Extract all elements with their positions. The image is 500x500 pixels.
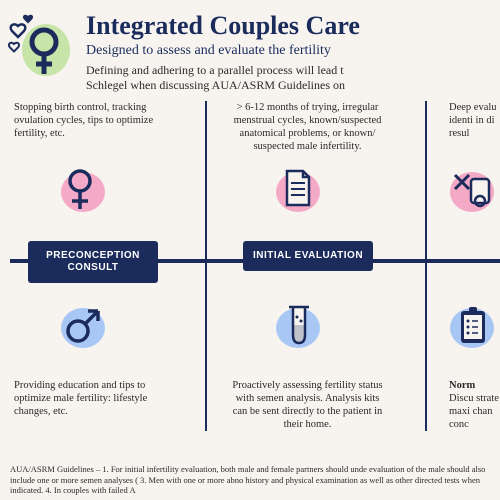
stage-top-desc: Stopping birth control, tracking ovulati…: [10, 101, 175, 149]
female-symbol-icon: [58, 165, 108, 215]
stage-top-desc: > 6-12 months of trying, irregular menst…: [225, 101, 390, 149]
test-tube-icon: [273, 301, 323, 351]
page-title: Integrated Couples Care: [86, 12, 360, 41]
page-subtitle: Designed to assess and evaluate the fert…: [86, 43, 360, 59]
clipboard-icon: [447, 301, 497, 351]
stage-label: INITIAL EVALUATION: [243, 241, 373, 271]
document-icon: [273, 165, 323, 215]
stage-top-desc: Deep evalu identi in di resul: [445, 101, 500, 149]
male-symbol-icon: [58, 301, 108, 351]
footer-guidelines: AUA/ASRM Guidelines – 1. For initial inf…: [10, 464, 500, 496]
stage-label: PRECONCEPTION CONSULT: [28, 241, 158, 283]
page-intro: Defining and adhering to a parallel proc…: [86, 63, 360, 93]
stage-divider: [425, 101, 427, 431]
header-text: Integrated Couples Care Designed to asse…: [80, 12, 360, 93]
stage-bottom-desc: Norm Discu strate maxi chan conc: [445, 379, 500, 432]
lab-icon: [447, 165, 497, 215]
logo-icon: [8, 12, 80, 84]
header: Integrated Couples Care Designed to asse…: [0, 0, 500, 93]
stage-bottom-desc: Proactively assessing fertility status w…: [225, 379, 390, 432]
stage-divider: [205, 101, 207, 431]
stage-bottom-desc: Providing education and tips to optimize…: [10, 379, 175, 418]
timeline: Stopping birth control, tracking ovulati…: [0, 101, 500, 436]
